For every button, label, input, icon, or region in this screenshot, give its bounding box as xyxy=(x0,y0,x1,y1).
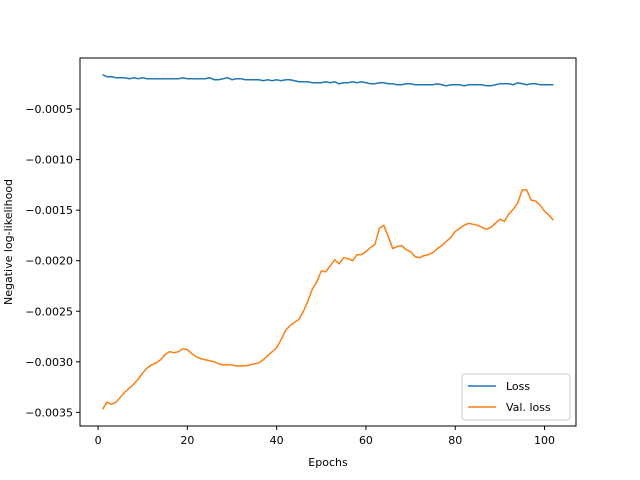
line-series xyxy=(102,73,554,87)
line-series xyxy=(101,189,555,410)
x-tick-label: 20 xyxy=(180,434,194,447)
x-tick-label: 60 xyxy=(359,434,373,447)
plot-frame xyxy=(79,57,577,427)
y-tick-label: −0.0010 xyxy=(25,154,73,167)
legend-label: Loss xyxy=(506,380,530,393)
x-tick-label: 80 xyxy=(448,434,462,447)
x-axis-label: Epochs xyxy=(308,456,348,469)
y-axis-label: Negative log-likelihood xyxy=(2,179,15,305)
x-tick-label: 100 xyxy=(534,434,555,447)
y-tick-label: −0.0030 xyxy=(25,356,73,369)
legend-label: Val. loss xyxy=(506,401,551,414)
y-tick-label: −0.0035 xyxy=(25,406,73,419)
x-tick-label: 0 xyxy=(95,434,102,447)
y-tick-label: −0.0020 xyxy=(25,255,73,268)
y-tick-label: −0.0005 xyxy=(25,103,73,116)
y-tick-label: −0.0015 xyxy=(25,204,73,217)
x-tick-label: 40 xyxy=(270,434,284,447)
y-tick-label: −0.0025 xyxy=(25,305,73,318)
